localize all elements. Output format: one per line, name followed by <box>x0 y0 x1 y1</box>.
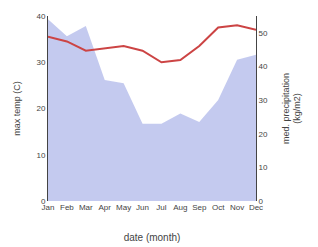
svg-text:Apr: Apr <box>99 203 112 212</box>
svg-text:Aug: Aug <box>173 203 187 212</box>
svg-text:40: 40 <box>36 12 45 21</box>
svg-text:Jun: Jun <box>136 203 149 212</box>
svg-text:date (month): date (month) <box>124 232 181 243</box>
svg-text:30: 30 <box>36 58 45 67</box>
svg-text:10: 10 <box>259 163 268 172</box>
svg-text:30: 30 <box>259 96 268 105</box>
svg-text:0: 0 <box>259 197 264 206</box>
svg-text:Jul: Jul <box>156 203 166 212</box>
svg-text:Mar: Mar <box>79 203 93 212</box>
svg-text:May: May <box>116 203 131 212</box>
svg-text:0: 0 <box>41 197 46 206</box>
svg-text:Nov: Nov <box>230 203 244 212</box>
svg-text:max temp (C): max temp (C) <box>12 81 22 136</box>
svg-text:med. precipitation(kg/m2): med. precipitation(kg/m2) <box>281 73 303 144</box>
svg-text:10: 10 <box>36 151 45 160</box>
svg-text:Oct: Oct <box>212 203 225 212</box>
svg-text:20: 20 <box>259 130 268 139</box>
svg-text:Dec: Dec <box>249 203 263 212</box>
svg-text:40: 40 <box>259 62 268 71</box>
svg-text:20: 20 <box>36 104 45 113</box>
svg-text:Jan: Jan <box>42 203 55 212</box>
svg-text:50: 50 <box>259 29 268 38</box>
svg-text:Sep: Sep <box>192 203 207 212</box>
svg-text:Feb: Feb <box>60 203 74 212</box>
